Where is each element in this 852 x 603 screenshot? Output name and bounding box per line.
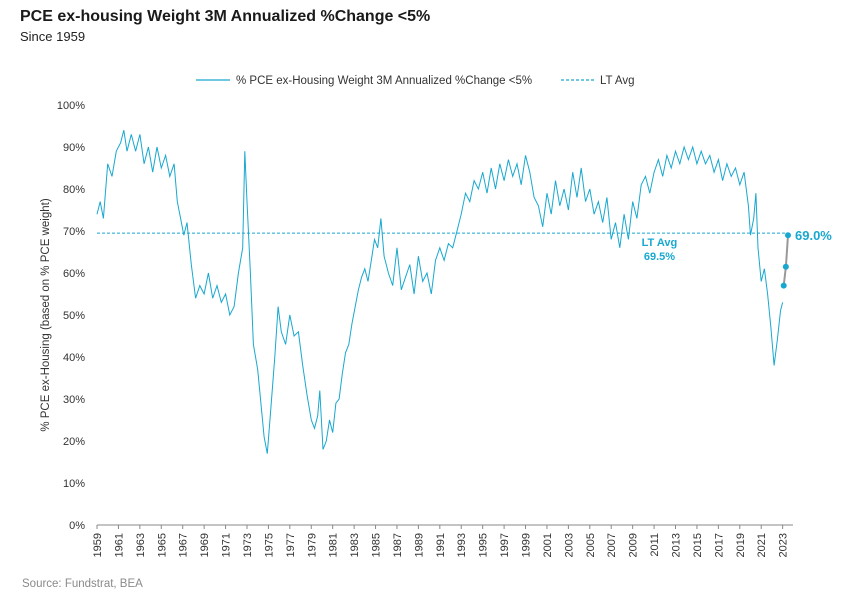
x-tick-label: 1995 <box>478 533 490 557</box>
x-tick-label: 1981 <box>328 533 340 557</box>
x-tick-label: 2003 <box>563 533 575 557</box>
y-tick-label: 70% <box>63 226 85 238</box>
y-tick-label: 20% <box>63 436 85 448</box>
x-tick-label: 2013 <box>671 533 683 557</box>
x-tick-label: 2021 <box>756 533 768 557</box>
chart-title: PCE ex-housing Weight 3M Annualized %Cha… <box>20 8 431 25</box>
chart-subtitle: Since 1959 <box>20 29 86 44</box>
recent-markers <box>780 232 791 289</box>
y-tick-label: 60% <box>63 268 85 280</box>
x-tick-label: 1965 <box>156 533 168 557</box>
legend: % PCE ex-Housing Weight 3M Annualized %C… <box>196 75 635 87</box>
x-tick-label: 1979 <box>306 533 318 557</box>
y-axis-ticks: 0% 10% 20% 30% 40% 50% 60% 70% 80% 90% 100% <box>57 100 85 532</box>
source-note: Source: Fundstrat, BEA <box>22 578 143 590</box>
x-tick-label: 1977 <box>285 533 297 557</box>
x-tick-label: 2011 <box>649 533 661 557</box>
x-tick-label: 2023 <box>778 533 790 557</box>
y-tick-label: 90% <box>63 142 85 154</box>
y-tick-label: 30% <box>63 394 85 406</box>
x-tick-label: 2007 <box>606 533 618 557</box>
recent-connector <box>782 235 789 286</box>
legend-avg-label: LT Avg <box>600 75 635 87</box>
x-tick-label: 1959 <box>92 533 104 557</box>
legend-series-label: % PCE ex-Housing Weight 3M Annualized %C… <box>236 75 532 87</box>
x-tick-label: 2005 <box>585 533 597 557</box>
x-tick-label: 2019 <box>735 533 747 557</box>
x-tick-label: 2017 <box>713 533 725 557</box>
x-tick-label: 1963 <box>135 533 147 557</box>
y-tick-label: 0% <box>69 520 85 532</box>
x-tick-label: 1967 <box>178 533 190 557</box>
y-tick-label: 40% <box>63 352 85 364</box>
x-tick-label: 1975 <box>263 533 275 557</box>
y-tick-label: 80% <box>63 184 85 196</box>
recent-point-marker <box>782 263 789 270</box>
x-tick-label: 2001 <box>542 533 554 557</box>
x-axis-ticks: 1959 1961 1963 1965 1967 1969 1971 1973 1975 1977… <box>92 525 790 557</box>
x-tick-label: 1961 <box>113 533 125 557</box>
x-tick-label: 1993 <box>456 533 468 557</box>
y-tick-label: 100% <box>57 100 85 112</box>
x-tick-label: 1969 <box>199 533 211 557</box>
x-tick-label: 1989 <box>413 533 425 557</box>
x-tick-label: 2015 <box>692 533 704 557</box>
x-tick-label: 1983 <box>349 533 361 557</box>
x-tick-label: 1997 <box>499 533 511 557</box>
y-tick-label: 50% <box>63 310 85 322</box>
x-tick-label: 1987 <box>392 533 404 557</box>
recent-point-marker <box>785 232 791 239</box>
series-line <box>96 130 784 454</box>
x-tick-label: 1999 <box>521 533 533 557</box>
y-axis-label: % PCE ex-Housing (based on % PCE weight) <box>40 198 52 431</box>
lt-avg-annotation: LT Avg <box>642 237 678 249</box>
y-tick-label: 10% <box>63 478 85 490</box>
x-tick-label: 1985 <box>371 533 383 557</box>
lt-avg-value-annotation: 69.5% <box>644 251 675 263</box>
x-tick-label: 1971 <box>221 533 233 557</box>
last-value-label: 69.0% <box>795 228 832 243</box>
x-tick-label: 2009 <box>628 533 640 557</box>
recent-point-marker <box>780 282 787 289</box>
x-tick-label: 1973 <box>242 533 254 557</box>
x-tick-label: 1991 <box>435 533 447 557</box>
